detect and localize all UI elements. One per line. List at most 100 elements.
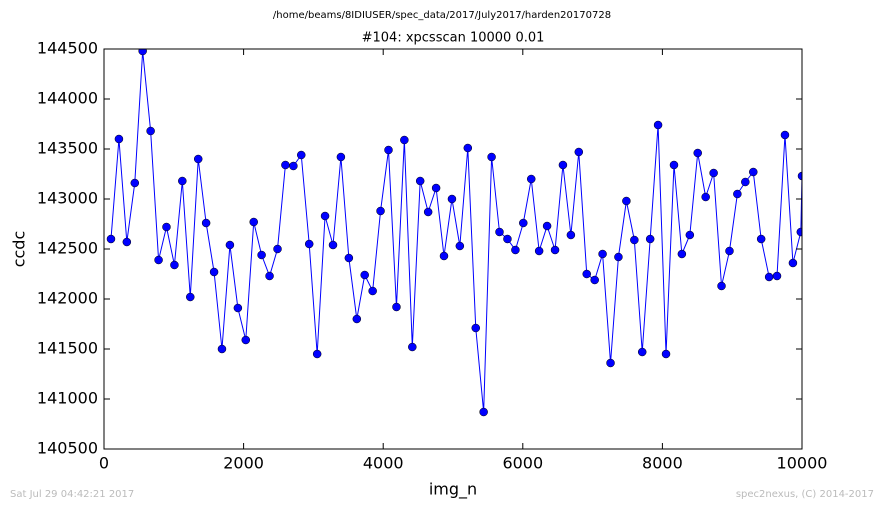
data-point [392, 302, 401, 312]
data-point [384, 145, 393, 155]
y-tick-label: 142000 [37, 289, 98, 308]
data-point [637, 347, 647, 357]
suptitle: /home/beams/8IDIUSER/spec_data/2017/July… [273, 10, 611, 21]
data-point [209, 267, 219, 277]
data-point [526, 174, 536, 184]
data-point [186, 292, 195, 302]
data-point [566, 230, 576, 240]
data-point [463, 143, 473, 153]
data-point [447, 194, 457, 204]
data-point [281, 160, 290, 170]
data-point [415, 176, 425, 186]
y-tick-label: 144000 [37, 89, 98, 108]
data-point [265, 271, 274, 281]
x-tick-label: 0 [99, 454, 109, 473]
plot-area [106, 49, 802, 417]
data-point [741, 177, 750, 187]
data-point [534, 246, 544, 256]
data-point [146, 126, 155, 136]
data-point [788, 258, 798, 268]
y-tick-label: 140500 [37, 439, 98, 458]
data-point [622, 196, 631, 206]
data-point [320, 211, 330, 221]
footer-right: spec2nexus, (C) 2014-2017 [736, 489, 874, 500]
data-point [122, 237, 132, 247]
data-point [471, 323, 481, 333]
data-point [653, 120, 663, 130]
data-point [106, 234, 116, 244]
data-point [297, 150, 306, 160]
data-point [352, 314, 362, 324]
data-point [114, 134, 124, 144]
data-point [685, 230, 695, 240]
x-tick-label: 8000 [642, 454, 683, 473]
data-point [693, 148, 702, 158]
data-point [439, 251, 449, 261]
data-point [669, 160, 679, 170]
data-point [598, 249, 607, 259]
data-point [408, 342, 417, 352]
data-point [717, 281, 726, 291]
data-point [312, 349, 322, 359]
data-point [368, 286, 377, 296]
data-point [273, 244, 282, 254]
data-point [614, 252, 623, 262]
x-tick-label: 10000 [777, 454, 828, 473]
data-point [574, 147, 584, 157]
data-point [709, 168, 718, 178]
x-tick-label: 4000 [363, 454, 404, 473]
data-point [431, 183, 441, 193]
data-point [400, 135, 409, 145]
data-point [249, 217, 258, 227]
x-tick-label: 2000 [223, 454, 264, 473]
data-point [328, 240, 338, 250]
chart-title: #104: xpcsscan 10000 0.01 [362, 31, 545, 46]
data-point [519, 218, 528, 228]
data-point [797, 171, 802, 181]
y-tick-label: 142500 [37, 239, 98, 258]
data-point [336, 152, 346, 162]
data-point [423, 207, 433, 217]
data-point [304, 239, 314, 249]
data-point [241, 335, 251, 345]
data-point [764, 272, 774, 282]
data-point [733, 189, 742, 199]
data-point [162, 222, 171, 232]
data-point [495, 227, 504, 237]
data-point [749, 167, 758, 177]
y-axis-label: ccdc [10, 231, 29, 268]
data-point [630, 235, 639, 245]
x-axis-label: img_n [429, 480, 477, 500]
data-point [677, 249, 687, 259]
data-point [130, 178, 140, 188]
data-point [360, 270, 369, 280]
data-point [178, 176, 187, 186]
y-tick-label: 141000 [37, 389, 98, 408]
data-point [487, 152, 496, 162]
data-point [796, 227, 802, 237]
data-point [780, 130, 790, 140]
y-tick-label: 144500 [37, 39, 98, 58]
data-point [479, 407, 488, 417]
footer-left: Sat Jul 29 04:42:21 2017 [10, 489, 134, 500]
data-point [558, 160, 568, 170]
data-point [233, 303, 243, 313]
y-tick-label: 143000 [37, 189, 98, 208]
data-point [503, 234, 512, 244]
data-point [138, 49, 147, 56]
data-point [582, 269, 591, 279]
data-point [257, 250, 266, 260]
data-point [170, 260, 179, 270]
data-point [217, 344, 227, 354]
data-point [344, 253, 354, 263]
data-point [645, 234, 655, 244]
data-point [725, 246, 734, 256]
data-point [606, 358, 615, 368]
data-point [511, 245, 520, 255]
data-point [701, 192, 710, 202]
data-point [289, 161, 298, 171]
data-point [550, 245, 560, 255]
x-tick-label: 6000 [502, 454, 543, 473]
